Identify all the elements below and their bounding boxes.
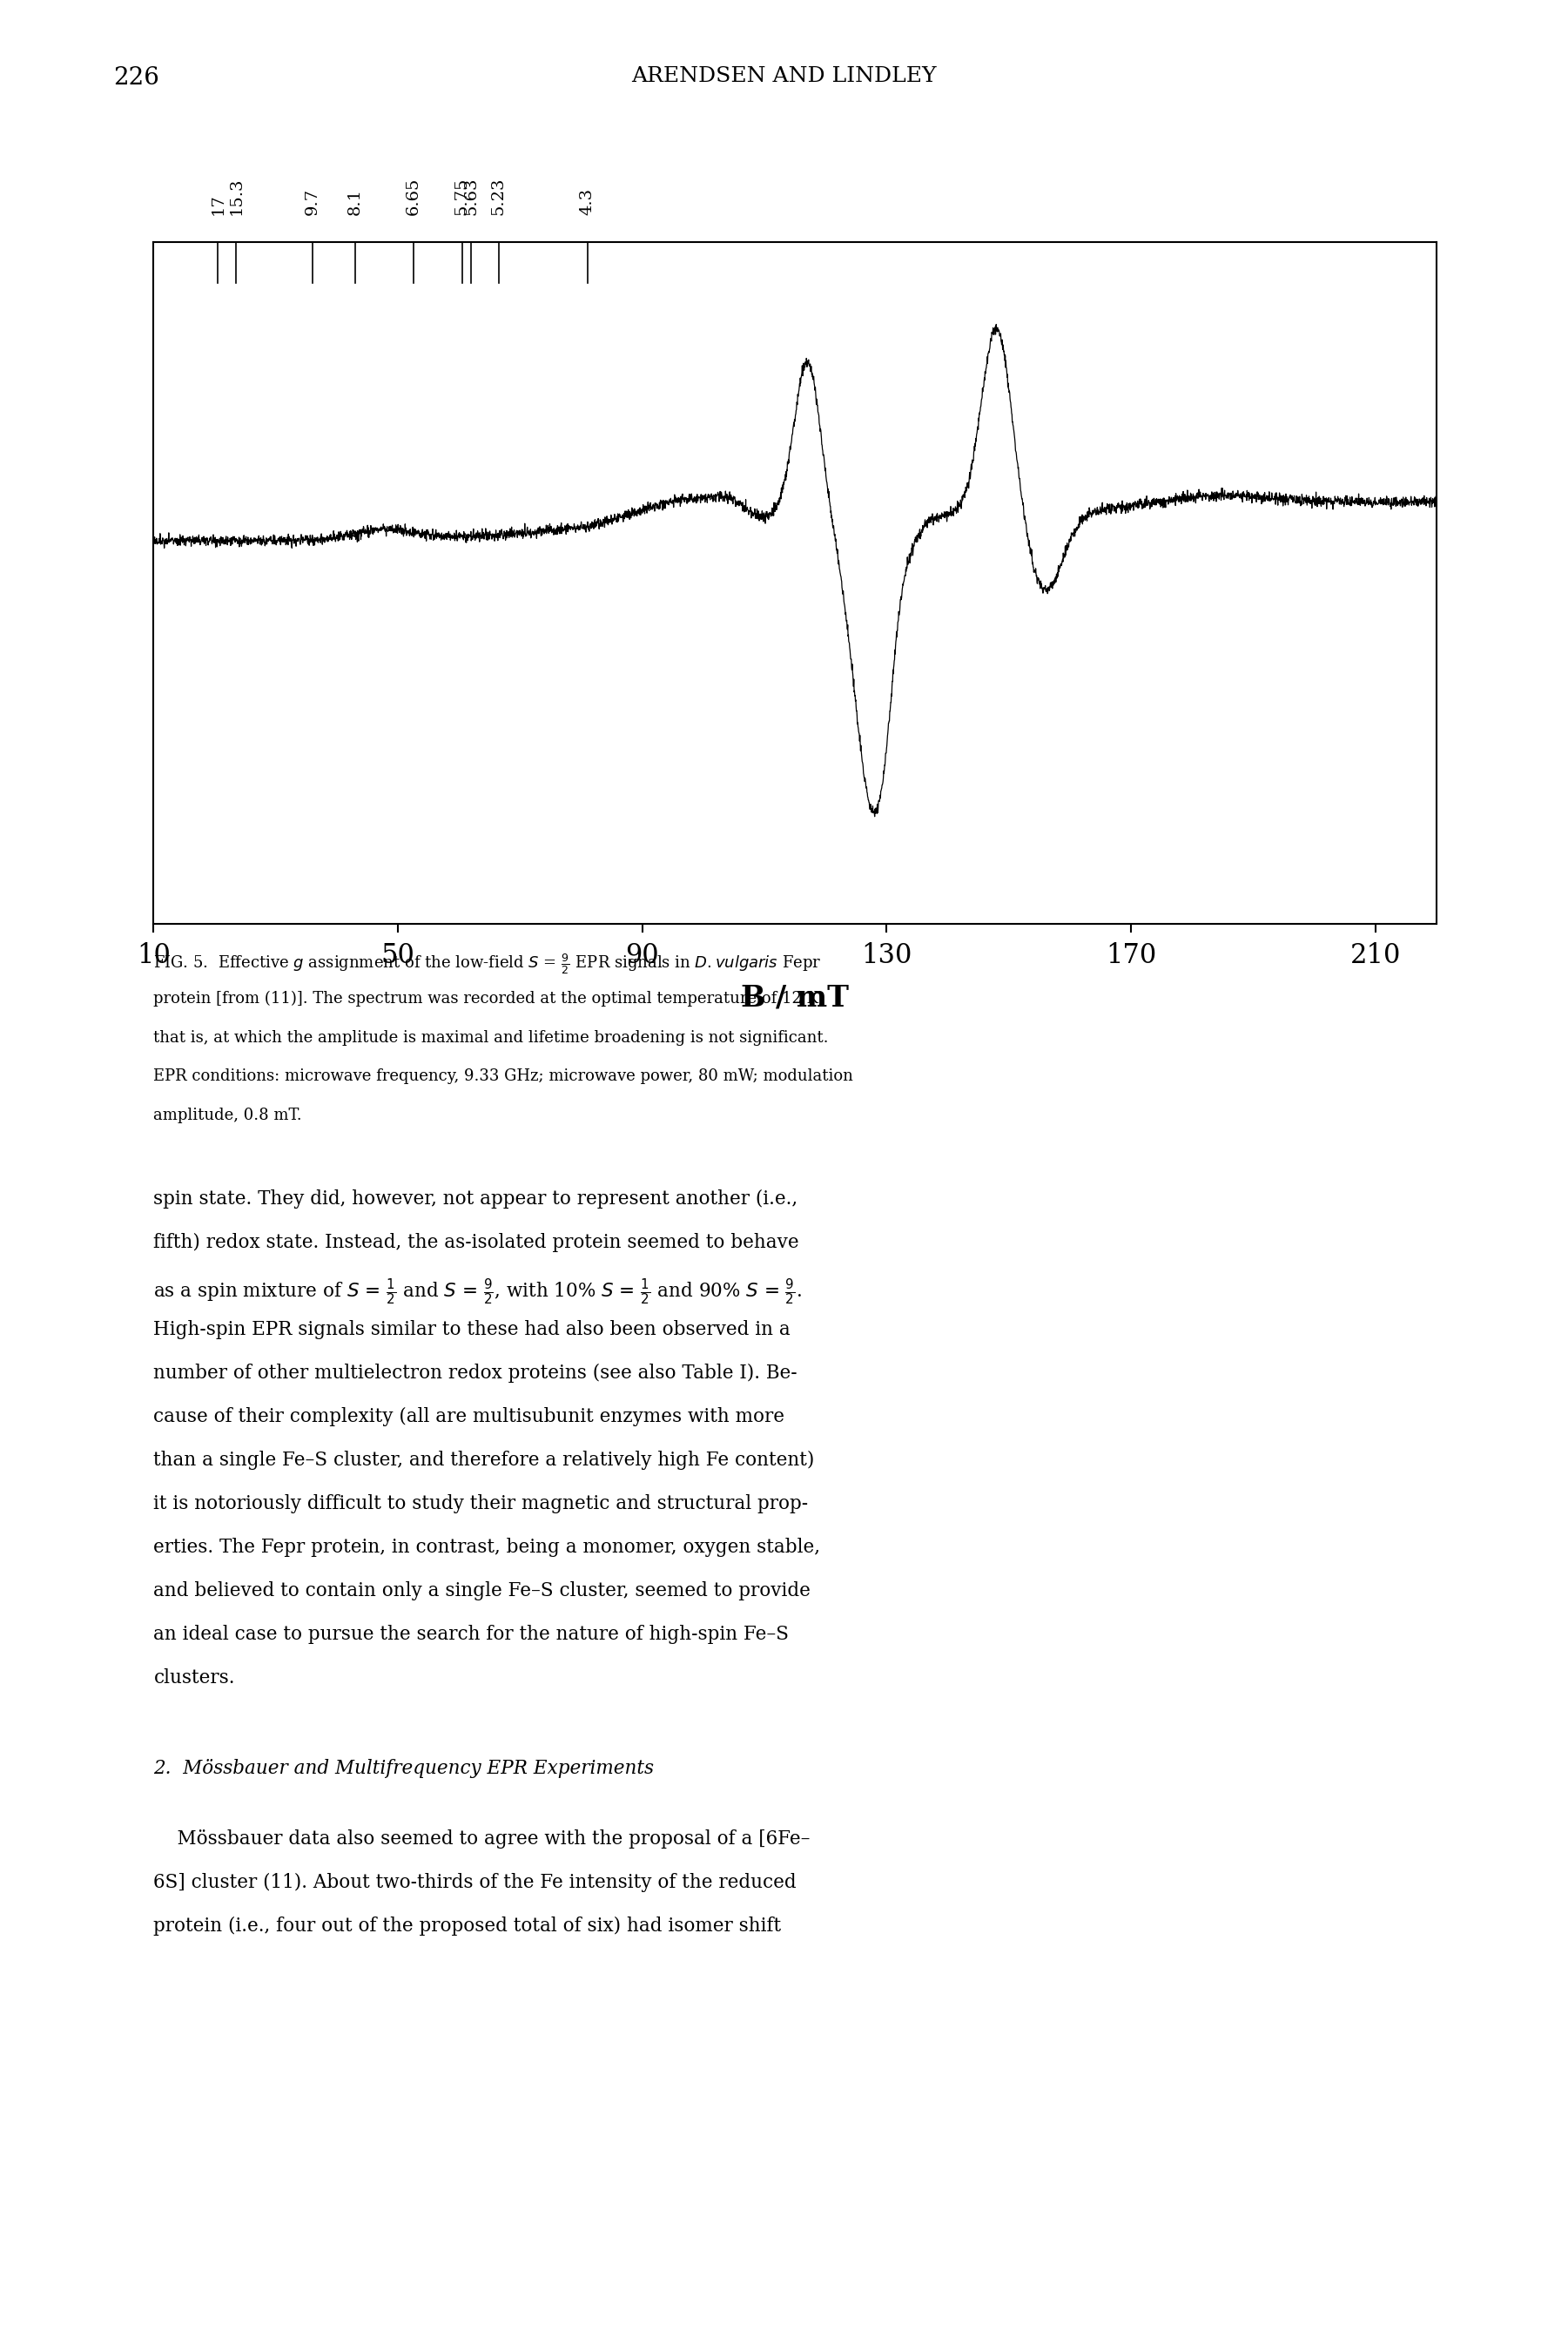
Text: 5.75: 5.75 — [455, 176, 470, 214]
Text: than a single Fe–S cluster, and therefore a relatively high Fe content): than a single Fe–S cluster, and therefor… — [154, 1451, 815, 1469]
Text: amplitude, 0.8 mT.: amplitude, 0.8 mT. — [154, 1107, 303, 1124]
Text: ARENDSEN AND LINDLEY: ARENDSEN AND LINDLEY — [632, 66, 936, 87]
Text: it is notoriously difficult to study their magnetic and structural prop-: it is notoriously difficult to study the… — [154, 1495, 809, 1514]
Text: protein [from (11)]. The spectrum was recorded at the optimal temperature of 12 : protein [from (11)]. The spectrum was re… — [154, 992, 823, 1006]
Text: 9.7: 9.7 — [304, 188, 320, 214]
Text: 17: 17 — [210, 193, 226, 214]
Text: 6S] cluster (11). About two-thirds of the Fe intensity of the reduced: 6S] cluster (11). About two-thirds of th… — [154, 1871, 797, 1893]
X-axis label: B / mT: B / mT — [742, 983, 848, 1013]
Text: erties. The Fepr protein, in contrast, being a monomer, oxygen stable,: erties. The Fepr protein, in contrast, b… — [154, 1538, 820, 1556]
Text: that is, at which the amplitude is maximal and lifetime broadening is not signif: that is, at which the amplitude is maxim… — [154, 1030, 829, 1046]
Text: spin state. They did, however, not appear to represent another (i.e.,: spin state. They did, however, not appea… — [154, 1190, 798, 1208]
Text: Mössbauer data also seemed to agree with the proposal of a [6Fe–: Mössbauer data also seemed to agree with… — [154, 1829, 811, 1848]
Text: 2.  Mössbauer and Multifrequency EPR Experiments: 2. Mössbauer and Multifrequency EPR Expe… — [154, 1759, 654, 1777]
Text: number of other multielectron redox proteins (see also Table I). Be-: number of other multielectron redox prot… — [154, 1364, 798, 1382]
Text: 5.63: 5.63 — [464, 176, 480, 214]
Text: 4.3: 4.3 — [580, 188, 596, 214]
Text: 226: 226 — [113, 66, 158, 89]
Text: 8.1: 8.1 — [348, 188, 364, 214]
Text: fifth) redox state. Instead, the as-isolated protein seemed to behave: fifth) redox state. Instead, the as-isol… — [154, 1232, 800, 1253]
Text: protein (i.e., four out of the proposed total of six) had isomer shift: protein (i.e., four out of the proposed … — [154, 1916, 781, 1935]
Text: 5.23: 5.23 — [491, 176, 506, 214]
Text: High-spin EPR signals similar to these had also been observed in a: High-spin EPR signals similar to these h… — [154, 1319, 790, 1340]
Text: 6.65: 6.65 — [406, 176, 422, 214]
Text: EPR conditions: microwave frequency, 9.33 GHz; microwave power, 80 mW; modulatio: EPR conditions: microwave frequency, 9.3… — [154, 1067, 853, 1084]
Text: as a spin mixture of $S$ = $\frac{1}{2}$ and $S$ = $\frac{9}{2}$, with 10% $S$ =: as a spin mixture of $S$ = $\frac{1}{2}$… — [154, 1277, 803, 1307]
Text: 15.3: 15.3 — [229, 176, 245, 214]
Text: and believed to contain only a single Fe–S cluster, seemed to provide: and believed to contain only a single Fe… — [154, 1580, 811, 1601]
Text: F$\mathregular{IG}$. 5.  Effective $g$ assignment of the low-field $S$ = $\frac{: F$\mathregular{IG}$. 5. Effective $g$ as… — [154, 952, 822, 976]
Text: an ideal case to pursue the search for the nature of high-spin Fe–S: an ideal case to pursue the search for t… — [154, 1625, 789, 1643]
Text: cause of their complexity (all are multisubunit enzymes with more: cause of their complexity (all are multi… — [154, 1406, 786, 1427]
Text: clusters.: clusters. — [154, 1667, 235, 1688]
